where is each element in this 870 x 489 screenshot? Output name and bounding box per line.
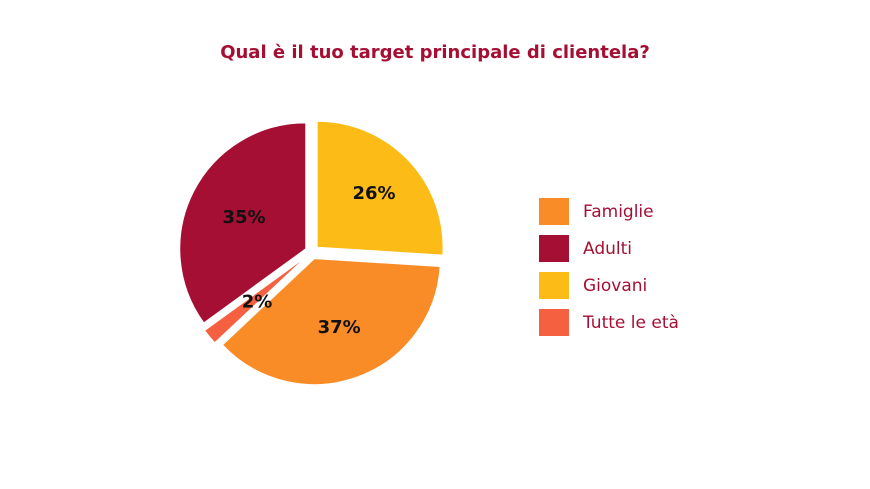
legend-item-adulti: Adulti [539,230,679,267]
pie-slice-adulti [179,122,307,324]
pie-slice-labels: 26% 37% 2% 35% [222,183,395,338]
legend-label-adulti: Adulti [583,238,633,259]
slice-label-famiglie: 37% [318,317,361,338]
legend-swatch-adulti [539,235,569,262]
legend: Famiglie Adulti Giovani Tutte le età [539,193,679,341]
chart-title: Qual è il tuo target principale di clien… [220,42,650,63]
legend-swatch-tutte-le-eta [539,309,569,336]
pie-slice-giovani [316,120,444,256]
legend-item-famiglie: Famiglie [539,193,679,230]
slice-label-tutte-le-eta: 2% [242,292,273,313]
legend-label-famiglie: Famiglie [583,201,654,222]
legend-label-giovani: Giovani [583,275,648,296]
legend-item-tutte-le-eta: Tutte le età [539,304,679,341]
pie-slices [179,120,444,386]
pie-slice-tutte-le-eta [203,256,307,344]
legend-label-tutte-le-eta: Tutte le età [583,312,679,333]
legend-swatch-famiglie [539,198,569,225]
legend-item-giovani: Giovani [539,267,679,304]
slice-label-adulti: 35% [222,207,265,228]
legend-swatch-giovani [539,272,569,299]
pie-slice-famiglie [221,258,441,386]
slice-label-giovani: 26% [353,183,396,204]
